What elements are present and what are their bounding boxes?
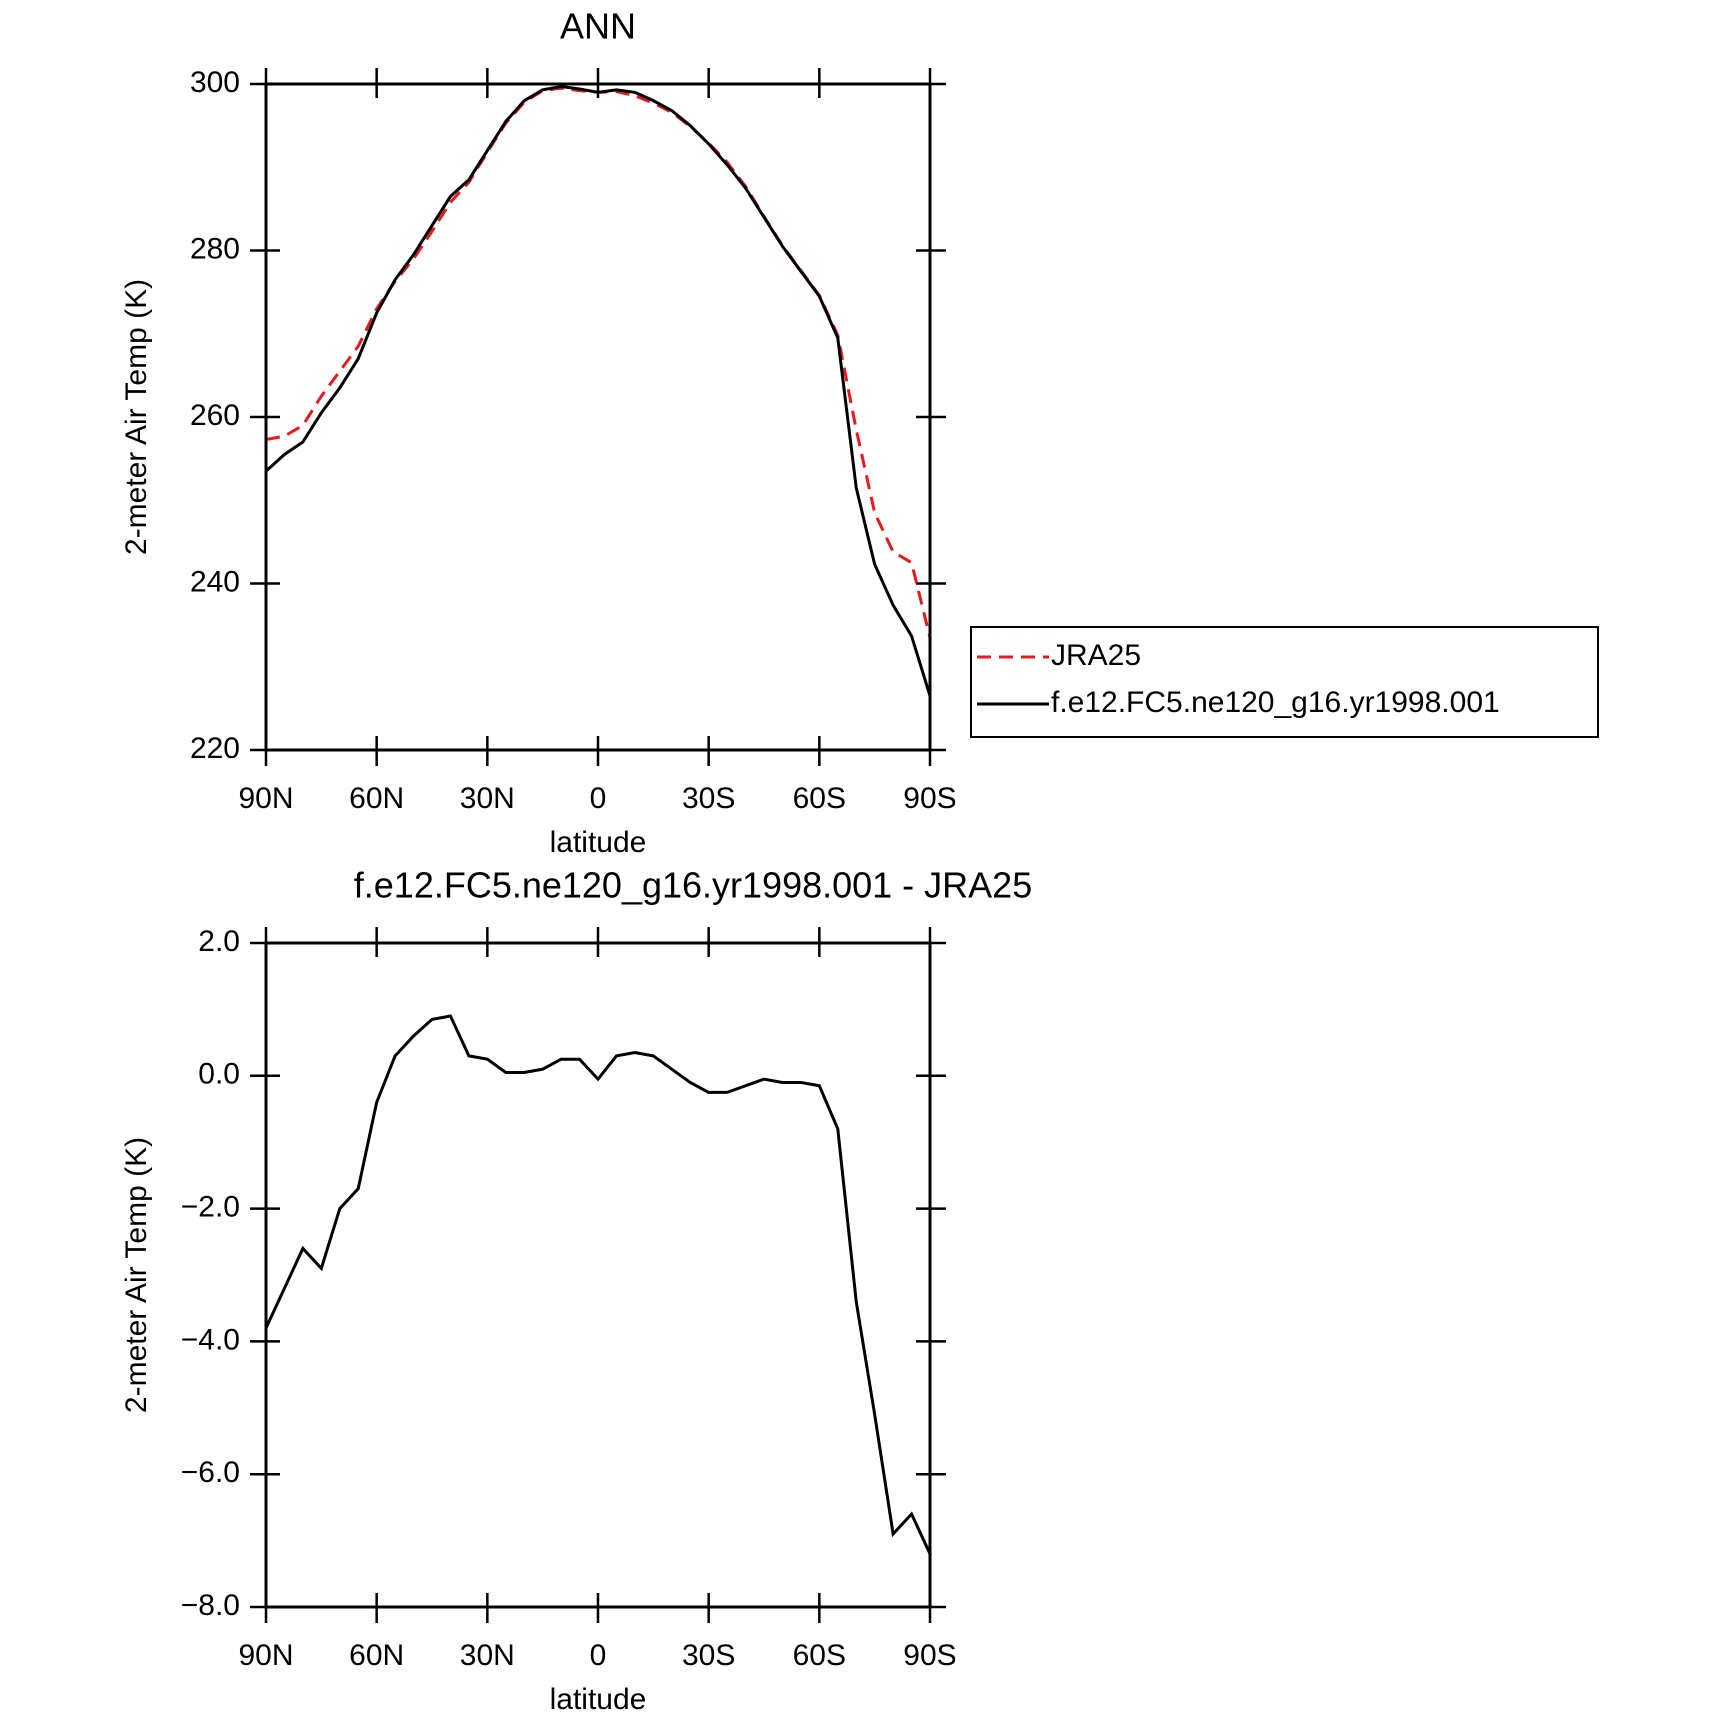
x-tick-label: 60N	[349, 1639, 404, 1672]
x-tick-label: 30S	[682, 782, 735, 815]
x-axis-label: latitude	[550, 826, 647, 859]
x-tick-label: 60N	[349, 782, 404, 815]
x-tick-label: 0	[590, 782, 607, 815]
x-tick-label: 30N	[460, 1639, 515, 1672]
y-tick-label: 300	[190, 66, 240, 99]
chart-title: ANN	[560, 6, 636, 47]
x-tick-label: 60S	[793, 1639, 846, 1672]
series-line	[266, 1014, 930, 1555]
plot-frame	[264, 941, 932, 1609]
y-tick-label: −2.0	[181, 1191, 240, 1224]
x-tick-label: 30N	[460, 782, 515, 815]
legend-label: JRA25	[1051, 639, 1141, 672]
chart-title: f.e12.FC5.ne120_g16.yr1998.001 - JRA25	[354, 865, 1032, 906]
x-tick-label: 0	[590, 1639, 607, 1672]
y-tick-label: 280	[190, 232, 240, 265]
series-line	[266, 86, 930, 638]
y-tick-label: 0.0	[198, 1058, 240, 1091]
x-tick-label: 60S	[793, 782, 846, 815]
y-tick-label: 220	[190, 732, 240, 765]
y-axis-label: 2-meter Air Temp (K)	[120, 279, 153, 555]
y-tick-label: −4.0	[181, 1323, 240, 1356]
x-tick-label: 90N	[238, 782, 293, 815]
x-tick-label: 30S	[682, 1639, 735, 1672]
x-tick-label: 90S	[903, 782, 956, 815]
plot-frame	[264, 82, 932, 752]
y-axis-label: 2-meter Air Temp (K)	[120, 1137, 153, 1413]
series-line	[266, 84, 930, 697]
y-tick-label: 2.0	[198, 925, 240, 958]
x-tick-label: 90S	[903, 1639, 956, 1672]
y-tick-label: 260	[190, 399, 240, 432]
y-tick-label: −6.0	[181, 1456, 240, 1489]
y-tick-label: −8.0	[181, 1589, 240, 1622]
legend-box	[970, 626, 1599, 738]
legend-label: f.e12.FC5.ne120_g16.yr1998.001	[1051, 686, 1500, 719]
x-axis-label: latitude	[550, 1683, 647, 1716]
y-tick-label: 240	[190, 565, 240, 598]
x-tick-label: 90N	[238, 1639, 293, 1672]
